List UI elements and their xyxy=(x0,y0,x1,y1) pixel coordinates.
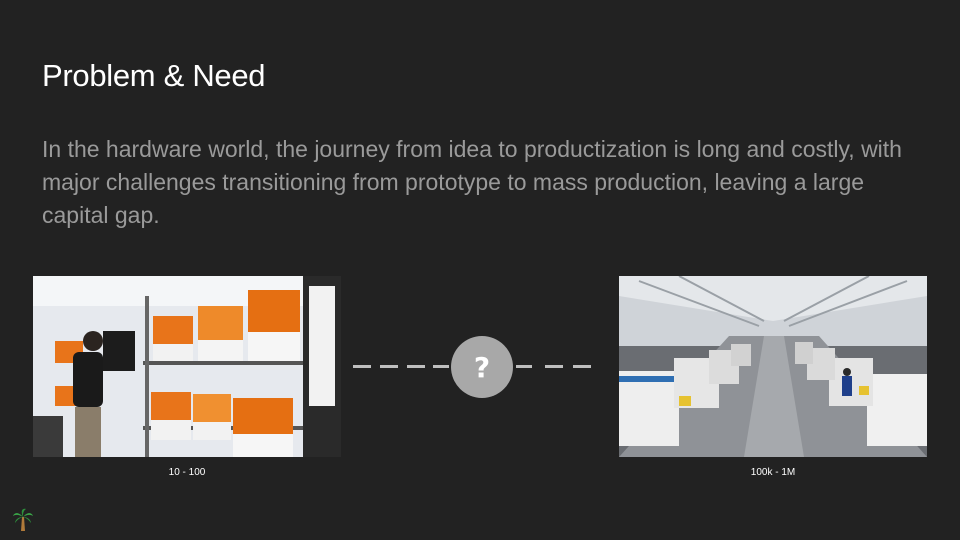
connector-dash xyxy=(353,365,371,368)
question-mark-icon: ? xyxy=(451,336,513,398)
connector-dash xyxy=(573,365,591,368)
factory-floor-photo xyxy=(619,276,927,457)
slide-body-text: In the hardware world, the journey from … xyxy=(42,136,902,228)
connector-dash xyxy=(433,365,449,368)
connector-dash xyxy=(516,365,532,368)
slide-title: Problem & Need xyxy=(42,58,266,93)
prototype-printers-photo xyxy=(33,276,341,457)
left-image-caption: 10 - 100 xyxy=(168,467,206,478)
right-image-caption: 100k - 1M xyxy=(750,467,796,478)
connector-dash xyxy=(545,365,563,368)
connector-dash xyxy=(407,365,425,368)
question-mark-symbol: ? xyxy=(473,350,491,384)
connector-dash xyxy=(380,365,398,368)
palm-tree-icon xyxy=(12,507,34,531)
